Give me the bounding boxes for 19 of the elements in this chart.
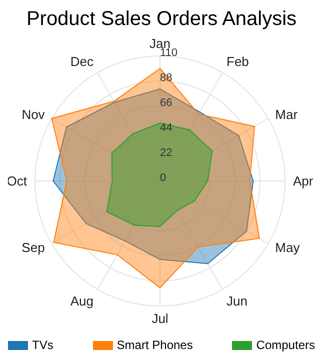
y-tick-label: 44 [160, 122, 172, 134]
spoke-label: Aug [70, 293, 94, 308]
spoke-label: May [275, 240, 300, 256]
legend-label: TVs [32, 338, 54, 352]
spoke-label: Feb [226, 54, 249, 69]
spoke-label: Mar [275, 107, 298, 122]
spoke-label: Apr [293, 174, 314, 189]
spoke-label: Jun [226, 293, 248, 308]
y-tick-label: 110 [160, 47, 178, 59]
spoke-label: Jul [152, 311, 168, 326]
y-tick-label: 0 [160, 172, 166, 184]
y-tick-label: 22 [160, 147, 172, 159]
legend-label: Smart Phones [116, 338, 193, 352]
spoke-label: Dec [70, 54, 94, 69]
legend-label: Computers [256, 338, 315, 352]
y-tick-label: 66 [160, 97, 172, 109]
chart-title: Product Sales Orders Analysis [25, 8, 298, 32]
spoke-label: Nov [22, 107, 46, 122]
spoke-label: Sep [22, 240, 45, 256]
